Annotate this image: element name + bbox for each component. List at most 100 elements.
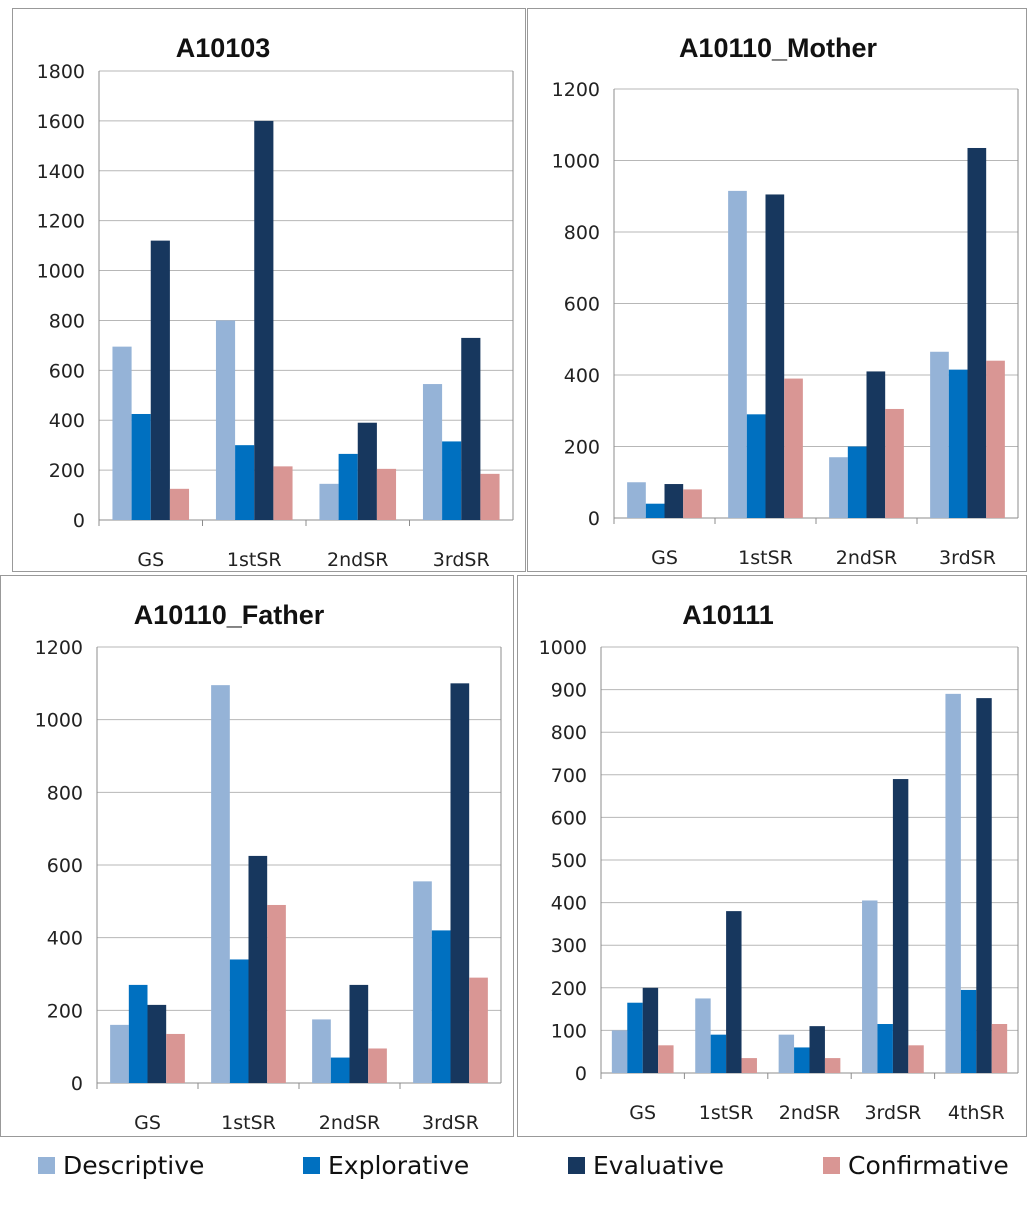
bar-descriptive-1stsr	[211, 685, 230, 1083]
x-tick-label: 2ndSR	[327, 549, 388, 571]
x-tick-label: GS	[629, 1102, 656, 1124]
bar-evaluative-2ndsr	[866, 371, 886, 518]
bar-explorative-gs	[645, 503, 665, 518]
legend-item-evaluative: Evaluative	[568, 1148, 724, 1182]
legend-label-descriptive: Descriptive	[63, 1150, 205, 1180]
chart-panel-a10110-mother: A10110_Mother 0 200 400 600 800 1000 1200 GS 1stS…	[527, 8, 1027, 572]
y-tick-label: 100	[551, 1020, 587, 1042]
x-tick-label: 1stSR	[699, 1102, 754, 1124]
bar-descriptive-2ndsr	[778, 1034, 795, 1073]
bar-confirmative-3rdsr	[908, 1045, 924, 1073]
bar-explorative-3rdsr	[431, 930, 451, 1083]
x-tick-label: GS	[134, 1112, 161, 1134]
legend-label-explorative: Explorative	[328, 1150, 470, 1180]
bar-descriptive-2ndsr	[829, 457, 848, 518]
bar-explorative-gs	[131, 413, 151, 520]
legend-item-confirmative: Confirmative	[823, 1148, 1009, 1182]
bar-evaluative-3rdsr	[892, 779, 909, 1073]
y-tick-label: 200	[564, 437, 600, 459]
x-tick-label: 3rdSR	[939, 547, 996, 569]
bar-descriptive-gs	[611, 1030, 628, 1073]
bar-evaluative-2ndsr	[357, 422, 377, 520]
x-tick-label: 1stSR	[221, 1112, 276, 1134]
y-tick-label: 600	[49, 360, 85, 382]
bar-evaluative-2ndsr	[349, 984, 369, 1083]
bar-evaluative-3rdsr	[967, 147, 987, 519]
y-tick-label: 1000	[539, 637, 587, 659]
bar-explorative-1stsr	[229, 959, 249, 1083]
bar-explorative-3rdsr	[948, 369, 968, 518]
bar-explorative-3rdsr	[442, 441, 462, 520]
y-tick-label: 0	[73, 510, 85, 532]
bar-confirmative-2ndsr	[376, 468, 397, 520]
chart-a10110-father: A10110_Father 0 200 400 600 800 1000 1200 GS 1stS…	[35, 600, 502, 1134]
x-tick-label: 4thSR	[948, 1102, 1005, 1124]
bar-confirmative-2ndsr	[368, 1048, 387, 1083]
bar-confirmative-gs	[166, 1033, 185, 1083]
y-tick-label: 600	[47, 855, 83, 877]
bar-explorative-1stsr	[235, 445, 255, 520]
chart-legend: Descriptive Explorative Evaluative Confi…	[0, 1140, 1027, 1190]
y-tick-label: 200	[49, 460, 85, 482]
bar-evaluative-gs	[147, 1004, 167, 1083]
bar-confirmative-1stsr	[273, 466, 293, 520]
y-tick-label: 300	[551, 935, 587, 957]
legend-swatch-explorative	[303, 1156, 320, 1174]
bar-confirmative-1stsr	[784, 378, 803, 518]
bar-evaluative-2ndsr	[809, 1026, 825, 1073]
x-tick-label: 3rdSR	[433, 549, 490, 571]
chart-panel-a10103: A10103 0 200 400 600 800 1000 1200 1400 1600 1800 G…	[12, 8, 526, 572]
chart-a10110-mother: A10110_Mother 0 200 400 600 800 1000 1200 GS 1stS…	[552, 33, 1019, 569]
y-tick-label: 1000	[552, 151, 600, 173]
bar-confirmative-2ndsr	[885, 408, 904, 518]
y-tick-label: 1400	[37, 161, 85, 183]
y-tick-label: 0	[588, 508, 600, 530]
y-tick-label: 600	[564, 294, 600, 316]
x-tick-label: GS	[651, 547, 678, 569]
bar-explorative-2ndsr	[338, 453, 358, 520]
legend-item-descriptive: Descriptive	[38, 1148, 204, 1182]
legend-label-confirmative: Confirmative	[848, 1150, 1009, 1180]
bar-descriptive-3rdsr	[930, 351, 949, 518]
chart-title: A10103	[176, 33, 271, 63]
bar-descriptive-gs	[112, 346, 132, 520]
y-tick-label: 800	[47, 782, 83, 804]
chart-title: A10111	[682, 600, 774, 630]
chart-a10111: A10111 0 100 200 300 400 500 600 700 800 900 1000 GS…	[539, 600, 1019, 1124]
bar-explorative-1stsr	[710, 1034, 727, 1073]
bar-descriptive-2ndsr	[319, 483, 339, 520]
y-tick-label: 500	[551, 850, 587, 872]
chart-panel-a10111: A10111 0 100 200 300 400 500 600 700 800 900 1000 GS…	[517, 575, 1027, 1137]
y-tick-label: 0	[71, 1073, 83, 1095]
bar-confirmative-3rdsr	[469, 977, 488, 1083]
y-tick-label: 1600	[37, 111, 85, 133]
bar-evaluative-3rdsr	[461, 337, 481, 520]
bar-descriptive-4thsr	[945, 693, 961, 1073]
bar-explorative-1stsr	[746, 414, 766, 518]
bar-confirmative-4thsr	[991, 1024, 1008, 1073]
bar-evaluative-1stsr	[248, 855, 268, 1083]
x-tick-label: 2ndSR	[836, 547, 897, 569]
chart-title: A10110_Mother	[679, 33, 878, 63]
bar-evaluative-gs	[664, 484, 684, 518]
y-tick-label: 1200	[37, 211, 85, 233]
y-tick-label: 600	[551, 807, 587, 829]
y-tick-label: 400	[551, 893, 587, 915]
y-tick-label: 1200	[35, 637, 83, 659]
y-tick-label: 0	[575, 1063, 587, 1085]
bar-confirmative-gs	[683, 489, 702, 518]
y-tick-label: 800	[49, 310, 85, 332]
y-tick-label: 900	[551, 680, 587, 702]
x-tick-label: 2ndSR	[319, 1112, 380, 1134]
bar-evaluative-1stsr	[254, 120, 274, 520]
y-tick-label: 400	[49, 410, 85, 432]
bar-confirmative-gs	[658, 1045, 674, 1073]
y-tick-label: 1000	[37, 261, 85, 283]
bar-explorative-2ndsr	[330, 1057, 350, 1083]
x-tick-label: 1stSR	[738, 547, 793, 569]
y-tick-label: 400	[47, 928, 83, 950]
legend-swatch-descriptive	[38, 1156, 55, 1174]
y-tick-label: 1800	[37, 61, 85, 83]
bar-descriptive-1stsr	[728, 190, 747, 518]
legend-label-evaluative: Evaluative	[593, 1150, 724, 1180]
